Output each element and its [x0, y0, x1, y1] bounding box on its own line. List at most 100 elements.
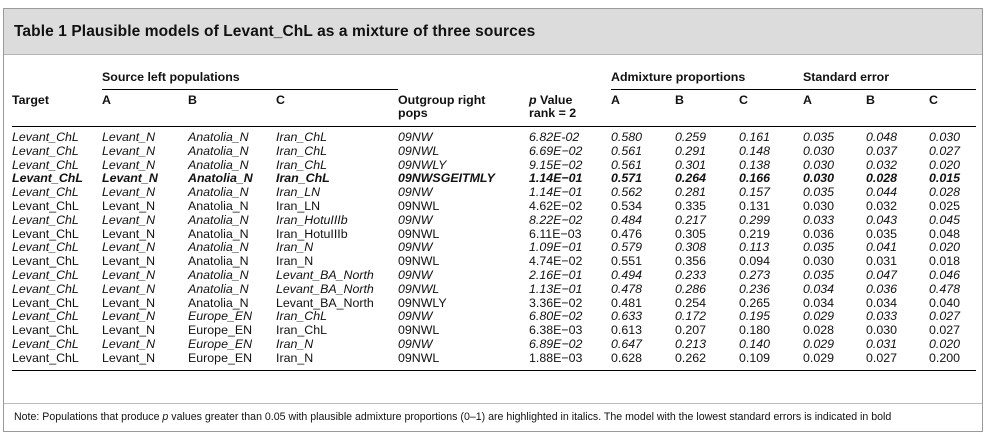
- se-b-cell: 0.035: [866, 226, 898, 241]
- se-c-cell: 0.040: [929, 295, 961, 310]
- pvalue-cell: 2.16E−01: [529, 267, 583, 282]
- adm-a-cell: 0.580: [611, 125, 675, 145]
- pvalue-cell: 6.80E−02: [529, 309, 583, 324]
- se-b-cell: 0.028: [866, 171, 898, 186]
- source-a-cell: Levant_N: [102, 254, 156, 269]
- se-c-cell: 0.020: [929, 336, 961, 351]
- note-p: p: [162, 411, 169, 423]
- header-adm-b: B: [675, 89, 739, 127]
- target-cell: Levant_ChL: [12, 125, 102, 145]
- table-row: Levant_ChL Levant_N Europe_EN Iran_ChL 09NWL…: [12, 323, 976, 338]
- source-a-cell: Levant_N: [102, 198, 156, 213]
- models-table: Source left populations Admixture propor…: [12, 67, 976, 371]
- outgroup-cell: 09NWL: [398, 254, 440, 269]
- target-cell: Levant_ChL: [12, 295, 79, 310]
- header-source-a: A: [102, 89, 188, 127]
- header-se-a: A: [803, 89, 866, 127]
- table-row: Levant_ChL Levant_N Europe_EN Iran_ChL 09NW 6…: [12, 310, 976, 324]
- source-a-cell: Levant_N: [102, 309, 156, 324]
- se-b-cell: 0.047: [866, 267, 898, 282]
- se-b-cell: 0.030: [866, 323, 898, 338]
- target-cell: Levant_ChL: [12, 254, 79, 269]
- title-bar: Table 1 Plausible models of Levant_ChL a…: [4, 9, 982, 55]
- source-b-cell: Anatolia_N: [188, 240, 249, 255]
- se-a-cell: 0.034: [803, 281, 835, 296]
- target-cell: Levant_ChL: [12, 198, 79, 213]
- se-a-cell: 0.035: [803, 240, 835, 255]
- pvalue-cell: 6.89E−02: [529, 336, 583, 351]
- se-a-cell: 0.035: [803, 125, 866, 145]
- se-b-cell: 0.041: [866, 240, 898, 255]
- table-title: Table 1 Plausible models of Levant_ChL a…: [14, 22, 536, 40]
- se-a-cell: 0.035: [803, 267, 835, 282]
- pvalue-cell: 4.62E−02: [529, 198, 583, 213]
- header-group-admixture: Admixture proportions: [611, 70, 746, 85]
- adm-a-cell: 0.579: [611, 240, 643, 255]
- se-c-cell: 0.030: [929, 125, 976, 145]
- table-row: Levant_ChL Levant_N Anatolia_N Iran_ChL 09NW…: [12, 125, 976, 145]
- adm-a-cell: 0.534: [611, 198, 643, 213]
- header-outgroup-line2: pops: [398, 106, 428, 121]
- se-c-cell: 0.045: [929, 212, 961, 227]
- source-c-cell: Iran_ChL: [276, 125, 398, 145]
- se-c-cell: 0.048: [929, 226, 961, 241]
- source-a-cell: Levant_N: [102, 240, 156, 255]
- source-b-cell: Anatolia_N: [188, 198, 249, 213]
- source-a-cell: Levant_N: [102, 157, 156, 172]
- outgroup-cell: 09NWL: [398, 351, 529, 371]
- source-b-cell: Anatolia_N: [188, 281, 249, 296]
- source-c-cell: Iran_LN: [276, 185, 321, 200]
- pvalue-cell: 8.22E−02: [529, 212, 583, 227]
- table-row: Levant_ChL Levant_N Anatolia_N Levant_BA_No…: [12, 267, 976, 283]
- adm-c-cell: 0.109: [739, 351, 803, 371]
- se-c-cell: 0.200: [929, 351, 976, 371]
- note-divider: [4, 403, 982, 404]
- se-b-cell: 0.033: [866, 309, 898, 324]
- adm-a-cell: 0.571: [611, 171, 643, 186]
- se-a-cell: 0.030: [803, 143, 835, 158]
- source-b-cell: Anatolia_N: [188, 295, 249, 310]
- header-blank: [398, 67, 529, 90]
- se-c-cell: 0.478: [929, 281, 961, 296]
- source-c-cell: Iran_N: [276, 336, 314, 351]
- target-cell: Levant_ChL: [12, 143, 79, 158]
- source-c-cell: Iran_ChL: [276, 171, 330, 186]
- source-a-cell: Levant_N: [102, 323, 156, 338]
- adm-b-cell: 0.172: [675, 309, 707, 324]
- target-cell: Levant_ChL: [12, 309, 79, 324]
- adm-b-cell: 0.254: [675, 295, 707, 310]
- table-frame: Table 1 Plausible models of Levant_ChL a…: [3, 8, 983, 432]
- se-b-cell: 0.048: [866, 125, 929, 145]
- se-a-cell: 0.029: [803, 336, 835, 351]
- adm-a-cell: 0.628: [611, 351, 675, 371]
- se-a-cell: 0.028: [803, 323, 835, 338]
- se-b-cell: 0.031: [866, 254, 898, 269]
- adm-b-cell: 0.259: [675, 125, 739, 145]
- adm-b-cell: 0.335: [675, 198, 707, 213]
- source-c-cell: Iran_ChL: [276, 157, 327, 172]
- adm-a-cell: 0.633: [611, 309, 643, 324]
- pvalue-cell: 1.14E−01: [529, 171, 583, 186]
- adm-c-cell: 0.161: [739, 125, 803, 145]
- se-a-cell: 0.030: [803, 157, 835, 172]
- adm-c-cell: 0.157: [739, 185, 771, 200]
- target-cell: Levant_ChL: [12, 351, 102, 371]
- outgroup-cell: 09NWLY: [398, 295, 447, 310]
- outgroup-cell: 09NW: [398, 309, 433, 324]
- adm-a-cell: 0.562: [611, 185, 643, 200]
- target-cell: Levant_ChL: [12, 323, 79, 338]
- table-row: Levant_ChL Levant_N Europe_EN Iran_N 09NW 6.8…: [12, 336, 976, 352]
- se-a-cell: 0.029: [803, 351, 866, 371]
- source-c-cell: Iran_ChL: [276, 323, 327, 338]
- se-b-cell: 0.032: [866, 157, 898, 172]
- adm-a-cell: 0.561: [611, 157, 643, 172]
- adm-c-cell: 0.138: [739, 157, 771, 172]
- outgroup-cell: 09NWL: [398, 323, 440, 338]
- source-c-cell: Iran_LN: [276, 198, 321, 213]
- adm-c-cell: 0.094: [739, 254, 771, 269]
- pvalue-cell: 6.11E−03: [529, 226, 582, 241]
- header-blank: [12, 67, 102, 90]
- adm-c-cell: 0.180: [739, 323, 771, 338]
- se-a-cell: 0.030: [803, 198, 835, 213]
- adm-b-cell: 0.291: [675, 143, 707, 158]
